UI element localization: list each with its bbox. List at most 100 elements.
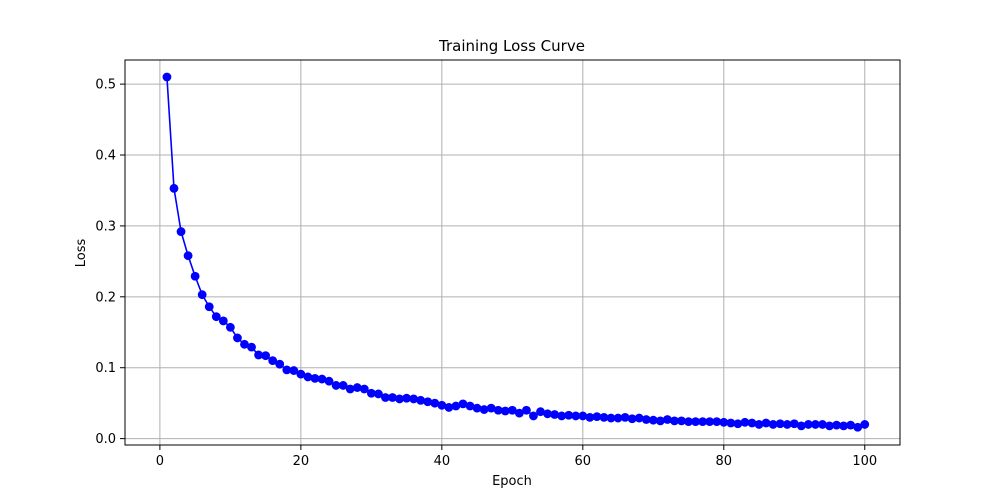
data-point [514,408,524,418]
data-point [331,381,341,390]
data-point [747,418,757,428]
data-point [289,366,299,375]
data-point [233,333,242,343]
axis-ticks: 0 20 40 60 80 100 0.0 0.1 0.2 0.3 0.4 0.5 [95,78,877,469]
data-point [684,417,693,427]
data-point [451,401,461,411]
data-point [599,412,609,422]
data-point [381,393,390,402]
data-point [218,316,228,326]
data-point [190,271,200,281]
data-point [197,290,207,300]
data-point [853,422,863,432]
data-point [211,312,221,322]
data-point [712,417,722,427]
data-point [345,384,355,394]
data-point [254,350,263,360]
data-point [507,405,517,415]
data-point [479,405,489,414]
data-point [317,374,327,384]
data-point [550,410,560,419]
data-point [761,418,771,428]
y-axis-label: Loss [74,239,89,268]
data-point [430,398,440,408]
data-point [613,413,623,423]
data-point [359,384,369,394]
y-tick-label: 0.4 [95,149,116,164]
plot-frame [124,59,901,446]
data-point [839,421,849,431]
data-point [606,413,616,423]
data-point [825,421,834,431]
x-tick-label: 20 [293,454,310,469]
data-point [169,183,179,193]
data-point [564,410,574,420]
data-point [366,388,376,398]
data-point [416,395,426,405]
data-point [648,415,658,425]
data-point [310,373,320,383]
data-point [458,399,468,409]
data-point [634,413,644,423]
data-point [641,415,651,424]
data-point [557,411,567,421]
data-point [240,339,249,349]
data-point [677,416,686,426]
data-point [247,342,256,352]
data-point [754,420,764,429]
data-point [388,393,397,402]
data-point [275,359,285,369]
data-point [423,397,433,407]
x-tick-label: 40 [434,454,451,469]
data-point [437,400,447,410]
data-point [543,409,552,419]
x-tick-label: 0 [156,454,164,469]
x-tick-label: 80 [716,454,733,469]
chart-title: Training Loss Curve [438,37,585,55]
data-point [225,322,235,332]
data-point [409,394,419,404]
data-point [585,412,595,422]
data-point [796,421,806,431]
data-point [860,420,870,429]
x-axis-label: Epoch [492,474,532,489]
data-point [691,417,700,427]
data-point [832,420,841,430]
data-point [740,417,750,427]
data-point [670,416,679,426]
data-point [811,420,820,429]
data-point [789,419,799,429]
data-point [500,406,510,416]
data-point [296,369,306,379]
data-point [444,403,454,412]
y-tick-label: 0.1 [95,361,116,376]
data-point [726,418,736,428]
data-point [662,415,672,424]
y-tick-label: 0.3 [95,219,116,234]
data-point [395,394,404,404]
data-point [803,420,813,429]
data-point [818,420,827,429]
data-point [592,412,602,422]
x-tick-label: 60 [575,454,592,469]
data-point [261,351,271,361]
data-point [536,407,545,417]
series-layer [162,72,870,432]
x-tick-label: 100 [852,454,877,469]
data-point [282,365,292,375]
data-point [522,405,531,415]
data-point [352,383,362,392]
data-point [782,420,792,429]
data-point [529,411,538,421]
data-point [338,381,348,390]
data-point [705,417,715,427]
data-point [493,405,503,415]
data-point [472,403,482,413]
data-point [627,414,637,424]
data-point [620,412,630,422]
data-point [183,251,193,261]
data-point [162,72,172,82]
data-point [655,416,665,426]
data-point [768,420,778,429]
